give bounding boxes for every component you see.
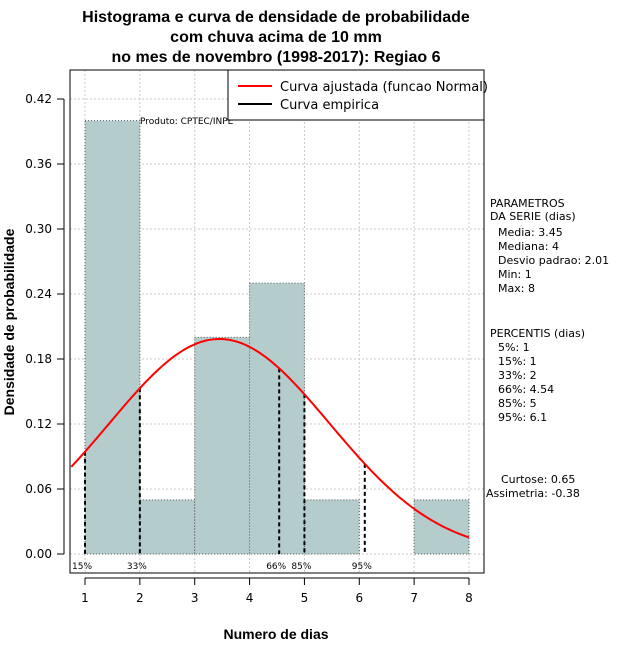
chart-title-line-3: no mes de novembro (1998-2017): Regiao 6 — [112, 49, 441, 66]
percentile-label-3: 85% — [291, 562, 311, 572]
stats-min: Min: 1 — [498, 268, 532, 281]
x-tick-label-1: 1 — [81, 591, 89, 605]
stats-assimetria: Assimetria: -0.38 — [486, 487, 580, 500]
histogram-bar-3-4 — [194, 336, 251, 555]
stats-parametros-subheader: DA SERIE (dias) — [490, 210, 576, 223]
stats-media: Media: 3.45 — [498, 226, 563, 239]
stats-curtose: Curtose: 0.65 — [501, 473, 575, 486]
legend: Curva ajustada (funcao Normal) Curva emp… — [227, 69, 488, 121]
stats-p15: 15%: 1 — [498, 355, 537, 368]
y-tick-label-4: 0.24 — [25, 287, 52, 301]
percentile-lines: 15% 33% 66% 85% 95% — [72, 368, 372, 572]
y-tick-label-6: 0.36 — [25, 157, 52, 171]
stats-p95: 95%: 6.1 — [498, 411, 547, 424]
x-tick-label-7: 7 — [410, 591, 418, 605]
y-tick-label-1: 0.06 — [25, 482, 52, 496]
histogram-bars — [84, 120, 470, 555]
y-tick-label-7: 0.42 — [25, 92, 52, 106]
x-tick-label-3: 3 — [191, 591, 199, 605]
product-label: Produto: CPTEC/INPE — [140, 117, 234, 127]
stats-p33: 33%: 2 — [498, 369, 537, 382]
x-tick-label-6: 6 — [355, 591, 363, 605]
stats-panel: PARAMETROS DA SERIE (dias) Media: 3.45 M… — [486, 197, 609, 500]
histogram-bar-2-3 — [139, 499, 196, 555]
stats-p66: 66%: 4.54 — [498, 383, 554, 396]
histogram-bar-5-6 — [303, 499, 360, 555]
percentile-label-0: 15% — [72, 562, 92, 572]
x-tick-label-2: 2 — [136, 591, 144, 605]
chart-title-line-1: Histograma e curva de densidade de proba… — [82, 9, 470, 26]
stats-percentis-header: PERCENTIS (dias) — [490, 327, 585, 340]
percentile-label-1: 33% — [127, 562, 147, 572]
y-axis-label: Densidade de probabilidade — [1, 228, 17, 415]
stats-max: Max: 8 — [498, 282, 535, 295]
y-tick-label-5: 0.30 — [25, 222, 52, 236]
percentile-label-4: 95% — [352, 562, 372, 572]
x-tick-label-5: 5 — [301, 591, 309, 605]
legend-label-normal: Curva ajustada (funcao Normal) — [280, 80, 488, 95]
legend-box — [227, 69, 485, 121]
stats-p5: 5%: 1 — [498, 341, 530, 354]
histogram-bar-4-5 — [249, 282, 305, 555]
legend-label-empirical: Curva empirica — [280, 98, 379, 113]
y-tick-label-0: 0.00 — [25, 547, 52, 561]
axes: 1 2 3 4 5 6 7 8 0.00 0.06 0.12 0.18 0.24 0.30 0.36 0.42 — [25, 92, 473, 605]
x-tick-label-8: 8 — [465, 591, 473, 605]
stats-mediana: Mediana: 4 — [498, 240, 559, 253]
stats-p85: 85%: 5 — [498, 397, 537, 410]
histogram-bar-1-2 — [84, 120, 141, 555]
stats-parametros-header: PARAMETROS — [490, 197, 565, 210]
stats-desvio: Desvio padrao: 2.01 — [498, 254, 609, 267]
normal-curve-line — [70, 337, 470, 539]
y-tick-label-2: 0.12 — [25, 417, 52, 431]
chart-title-line-2: com chuva acima de 10 mm — [170, 29, 382, 46]
x-tick-label-4: 4 — [246, 591, 254, 605]
fitted-curve — [70, 337, 470, 539]
histogram-bar-7-8 — [413, 499, 470, 555]
y-tick-label-3: 0.18 — [25, 352, 52, 366]
x-axis-label: Numero de dias — [223, 626, 328, 642]
percentile-label-2: 66% — [266, 562, 286, 572]
